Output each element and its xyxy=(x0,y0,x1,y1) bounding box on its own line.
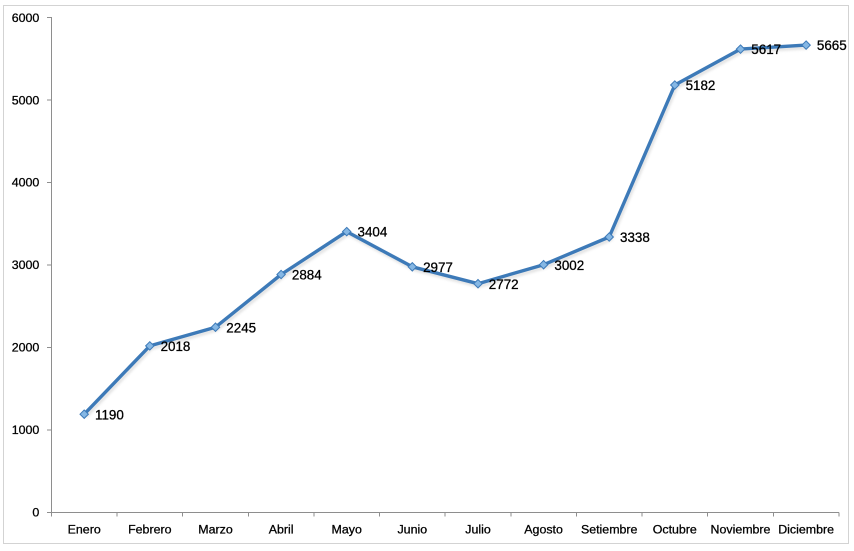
svg-text:Octubre: Octubre xyxy=(653,523,697,537)
svg-text:Junio: Junio xyxy=(397,523,427,537)
svg-text:Mayo: Mayo xyxy=(332,523,362,537)
svg-text:Abril: Abril xyxy=(269,523,294,537)
svg-text:Julio: Julio xyxy=(465,523,491,537)
svg-text:Marzo: Marzo xyxy=(198,523,233,537)
svg-text:Setiembre: Setiembre xyxy=(581,523,638,537)
svg-text:2245: 2245 xyxy=(226,320,256,335)
svg-text:2977: 2977 xyxy=(423,260,453,275)
svg-text:3002: 3002 xyxy=(554,258,584,273)
svg-text:Agosto: Agosto xyxy=(524,523,563,537)
svg-text:1000: 1000 xyxy=(12,423,40,437)
svg-text:Febrero: Febrero xyxy=(128,523,171,537)
svg-text:5617: 5617 xyxy=(751,42,781,57)
svg-text:Diciembre: Diciembre xyxy=(778,523,834,537)
svg-text:5182: 5182 xyxy=(686,78,716,93)
svg-text:3000: 3000 xyxy=(12,258,40,272)
svg-text:5000: 5000 xyxy=(12,93,40,107)
svg-text:2772: 2772 xyxy=(489,277,519,292)
svg-text:6000: 6000 xyxy=(12,11,40,25)
svg-text:4000: 4000 xyxy=(12,176,40,190)
svg-text:2884: 2884 xyxy=(292,268,322,283)
svg-text:1190: 1190 xyxy=(95,407,124,422)
svg-text:2018: 2018 xyxy=(161,339,191,354)
svg-text:3404: 3404 xyxy=(358,225,388,240)
svg-text:Enero: Enero xyxy=(68,523,101,537)
svg-text:3338: 3338 xyxy=(620,230,650,245)
svg-text:0: 0 xyxy=(32,506,39,520)
svg-text:5665: 5665 xyxy=(817,38,847,53)
svg-text:Noviembre: Noviembre xyxy=(711,523,771,537)
svg-text:2000: 2000 xyxy=(12,341,40,355)
